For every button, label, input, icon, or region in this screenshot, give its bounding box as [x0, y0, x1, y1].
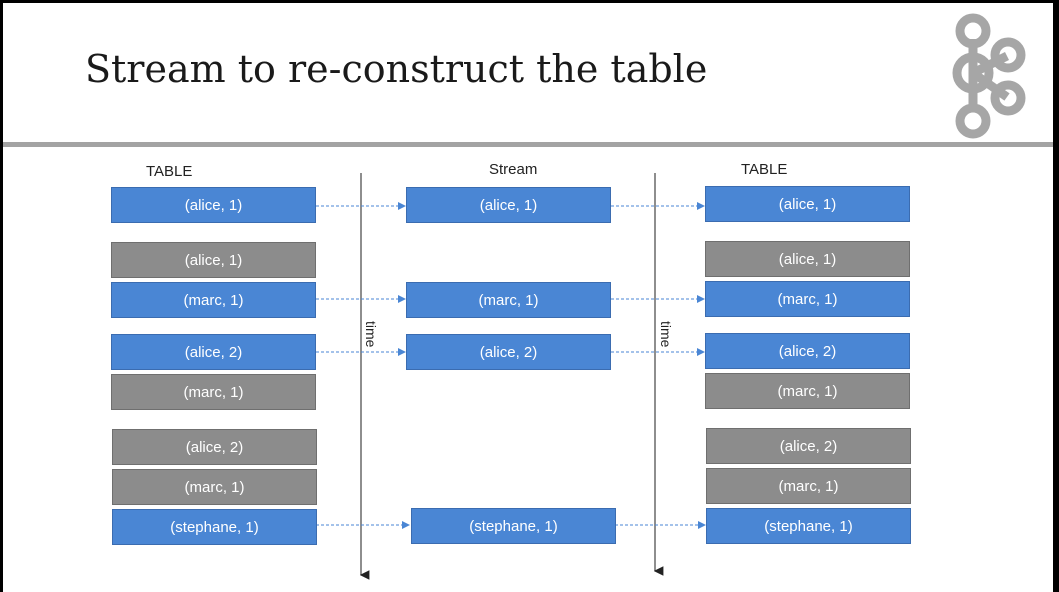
left-table-entry: (alice, 2) — [112, 429, 317, 465]
right-table-entry: (marc, 1) — [706, 468, 911, 504]
left-table-entry: (stephane, 1) — [112, 509, 317, 545]
stream-event: (stephane, 1) — [411, 508, 616, 544]
right-table-entry: (marc, 1) — [705, 373, 910, 409]
left-table-entry: (marc, 1) — [111, 282, 316, 318]
left-time-label: time — [363, 321, 379, 348]
right-table-entry: (alice, 2) — [706, 428, 911, 464]
left-table-entry: (alice, 1) — [111, 242, 316, 278]
kafka-logo-icon — [952, 13, 1026, 139]
right-table-entry: (stephane, 1) — [706, 508, 911, 544]
right-table-header: TABLE — [741, 161, 788, 178]
title-divider — [3, 142, 1053, 147]
connector-layer — [316, 173, 706, 580]
slide-title: Stream to re-construct the table — [85, 47, 708, 91]
right-time-label: time — [658, 321, 674, 348]
stream-event: (marc, 1) — [406, 282, 611, 318]
left-table-header: TABLE — [146, 163, 193, 180]
stream-event: (alice, 2) — [406, 334, 611, 370]
slide: Stream to re-construct the table TABLE S… — [3, 3, 1053, 592]
left-table-entry: (alice, 2) — [111, 334, 316, 370]
left-table-entry: (alice, 1) — [111, 187, 316, 223]
right-table-entry: (alice, 2) — [705, 333, 910, 369]
right-table-entry: (alice, 1) — [705, 186, 910, 222]
right-table-entry: (marc, 1) — [705, 281, 910, 317]
right-table-entry: (alice, 1) — [705, 241, 910, 277]
left-table-entry: (marc, 1) — [111, 374, 316, 410]
left-table-entry: (marc, 1) — [112, 469, 317, 505]
stream-header: Stream — [489, 161, 538, 178]
stream-event: (alice, 1) — [406, 187, 611, 223]
